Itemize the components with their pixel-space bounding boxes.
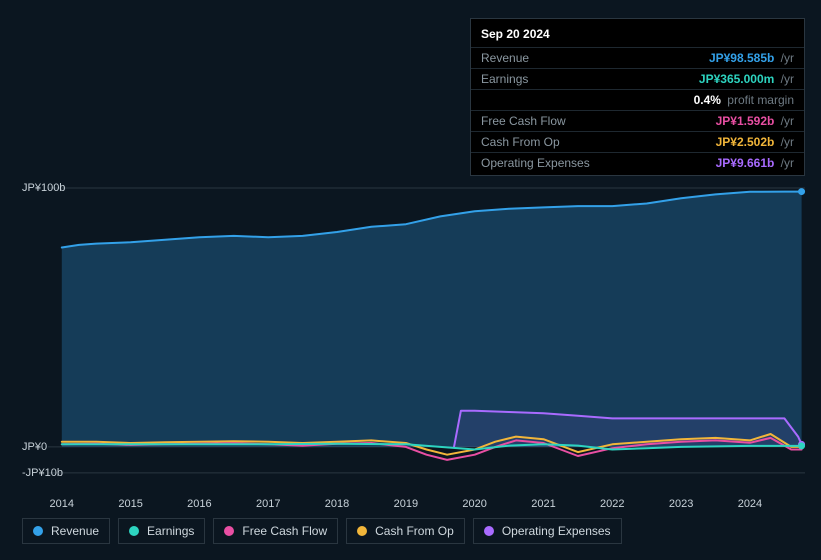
y-axis-label: -JP¥10b — [22, 467, 63, 479]
x-axis-label: 2024 — [738, 498, 762, 510]
legend-item-earnings[interactable]: Earnings — [118, 518, 205, 544]
legend-item-cash-from-op[interactable]: Cash From Op — [346, 518, 465, 544]
tooltip-row: 0.4% profit margin — [471, 89, 804, 110]
legend-swatch — [224, 526, 234, 536]
x-axis-label: 2014 — [50, 498, 74, 510]
legend-item-operating-expenses[interactable]: Operating Expenses — [473, 518, 622, 544]
tooltip-row-label: Revenue — [481, 51, 529, 65]
series-end-marker — [798, 442, 805, 449]
legend-label: Earnings — [147, 524, 194, 538]
tooltip-row-label: Earnings — [481, 72, 528, 86]
tooltip-date: Sep 20 2024 — [471, 25, 804, 47]
y-axis-label: JP¥100b — [22, 182, 65, 194]
x-axis-label: 2021 — [531, 498, 555, 510]
x-axis-label: 2017 — [256, 498, 280, 510]
x-axis-label: 2016 — [187, 498, 211, 510]
tooltip-row: Cash From Op JP¥2.502b /yr — [471, 131, 804, 152]
legend-item-free-cash-flow[interactable]: Free Cash Flow — [213, 518, 338, 544]
x-axis-label: 2020 — [462, 498, 486, 510]
series-end-marker — [798, 188, 805, 195]
legend-label: Operating Expenses — [502, 524, 611, 538]
x-axis-label: 2015 — [118, 498, 142, 510]
tooltip-row-value: JP¥9.661b /yr — [716, 156, 794, 170]
tooltip-row: Earnings JP¥365.000m /yr — [471, 68, 804, 89]
tooltip-row-value: 0.4% profit margin — [694, 93, 794, 107]
x-axis-label: 2018 — [325, 498, 349, 510]
x-axis-label: 2023 — [669, 498, 693, 510]
legend-swatch — [357, 526, 367, 536]
chart-tooltip: Sep 20 2024 Revenue JP¥98.585b /yr Earnings… — [470, 18, 805, 176]
legend-label: Cash From Op — [375, 524, 454, 538]
tooltip-row-value: JP¥2.502b /yr — [716, 135, 794, 149]
tooltip-row: Revenue JP¥98.585b /yr — [471, 47, 804, 68]
tooltip-row-label: Free Cash Flow — [481, 114, 566, 128]
legend-swatch — [484, 526, 494, 536]
tooltip-row-value: JP¥1.592b /yr — [716, 114, 794, 128]
x-axis-label: 2022 — [600, 498, 624, 510]
chart-legend: Revenue Earnings Free Cash Flow Cash From O… — [22, 518, 622, 544]
tooltip-row-value: JP¥365.000m /yr — [699, 72, 794, 86]
series-area-revenue — [62, 192, 802, 447]
tooltip-row-label: Cash From Op — [481, 135, 560, 149]
legend-swatch — [33, 526, 43, 536]
tooltip-row-value: JP¥98.585b /yr — [709, 51, 794, 65]
tooltip-row: Operating Expenses JP¥9.661b /yr — [471, 152, 804, 173]
x-axis-label: 2019 — [394, 498, 418, 510]
legend-label: Revenue — [51, 524, 99, 538]
legend-swatch — [129, 526, 139, 536]
legend-label: Free Cash Flow — [242, 524, 327, 538]
y-axis-label: JP¥0 — [22, 441, 47, 453]
tooltip-row-label: Operating Expenses — [481, 156, 590, 170]
tooltip-row: Free Cash Flow JP¥1.592b /yr — [471, 110, 804, 131]
legend-item-revenue[interactable]: Revenue — [22, 518, 110, 544]
